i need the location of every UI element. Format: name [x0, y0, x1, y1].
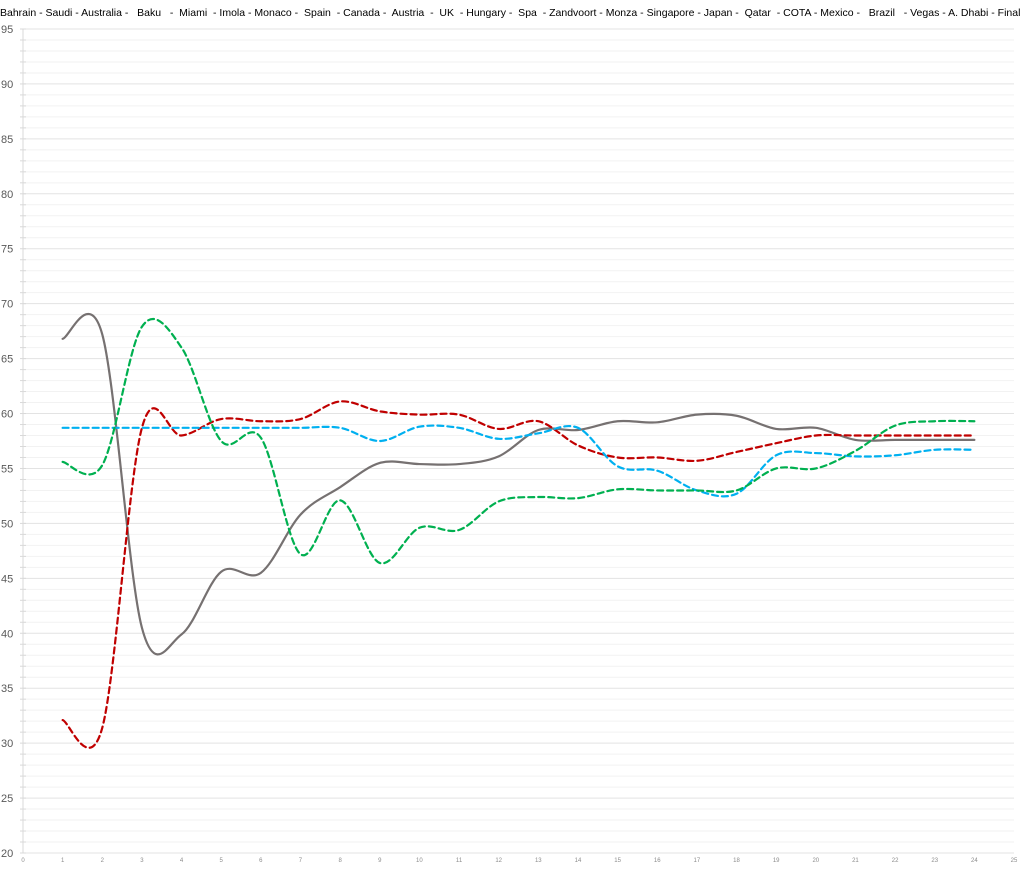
y-tick-label: 50 — [1, 518, 13, 530]
x-tick-label: 15 — [614, 858, 621, 864]
x-tick-label: 5 — [220, 858, 224, 864]
y-tick-label: 25 — [1, 793, 13, 805]
x-tick-label: 23 — [931, 858, 938, 864]
x-tick-label: 18 — [733, 858, 740, 864]
x-tick-label: 10 — [416, 858, 423, 864]
x-tick-label: 16 — [654, 858, 661, 864]
x-tick-label: 13 — [535, 858, 542, 864]
x-tick-label: 2 — [101, 858, 105, 864]
x-tick-label: 11 — [456, 858, 463, 864]
y-tick-label: 35 — [1, 683, 13, 695]
x-tick-label: 0 — [21, 858, 25, 864]
series-line-1 — [61, 313, 976, 656]
y-tick-label: 75 — [1, 244, 13, 256]
x-tick-label: 4 — [180, 858, 184, 864]
x-tick-label: 6 — [259, 858, 263, 864]
series-line-3 — [61, 424, 976, 498]
y-tick-label: 70 — [1, 299, 13, 311]
x-tick-label: 7 — [299, 858, 303, 864]
series-line-4 — [61, 318, 976, 565]
x-tick-label: 9 — [378, 858, 382, 864]
x-tick-label: 1 — [61, 858, 65, 864]
series-line-2 — [61, 400, 976, 749]
y-tick-label: 20 — [1, 848, 13, 860]
y-tick-label: 80 — [1, 189, 13, 201]
y-tick-label: 45 — [1, 573, 13, 585]
chart-title: Bahrain - Saudi - Australia - Baku - Mia… — [0, 7, 1023, 19]
y-tick-label: 65 — [1, 354, 13, 366]
x-tick-label: 19 — [773, 858, 780, 864]
y-tick-label: 90 — [1, 79, 13, 91]
y-tick-label: 95 — [1, 24, 13, 36]
x-tick-label: 14 — [575, 858, 582, 864]
y-tick-label: 30 — [1, 738, 13, 750]
x-tick-label: 17 — [694, 858, 701, 864]
x-tick-label: 12 — [495, 858, 502, 864]
x-tick-label: 24 — [971, 858, 978, 864]
x-tick-label: 21 — [852, 858, 859, 864]
x-tick-label: 8 — [338, 858, 342, 864]
y-tick-label: 60 — [1, 409, 13, 421]
x-tick-label: 3 — [140, 858, 144, 864]
y-tick-label: 40 — [1, 628, 13, 640]
x-tick-label: 25 — [1011, 858, 1018, 864]
y-tick-label: 85 — [1, 134, 13, 146]
x-tick-label: 22 — [892, 858, 899, 864]
x-tick-label: 20 — [812, 858, 819, 864]
y-tick-label: 55 — [1, 463, 13, 475]
